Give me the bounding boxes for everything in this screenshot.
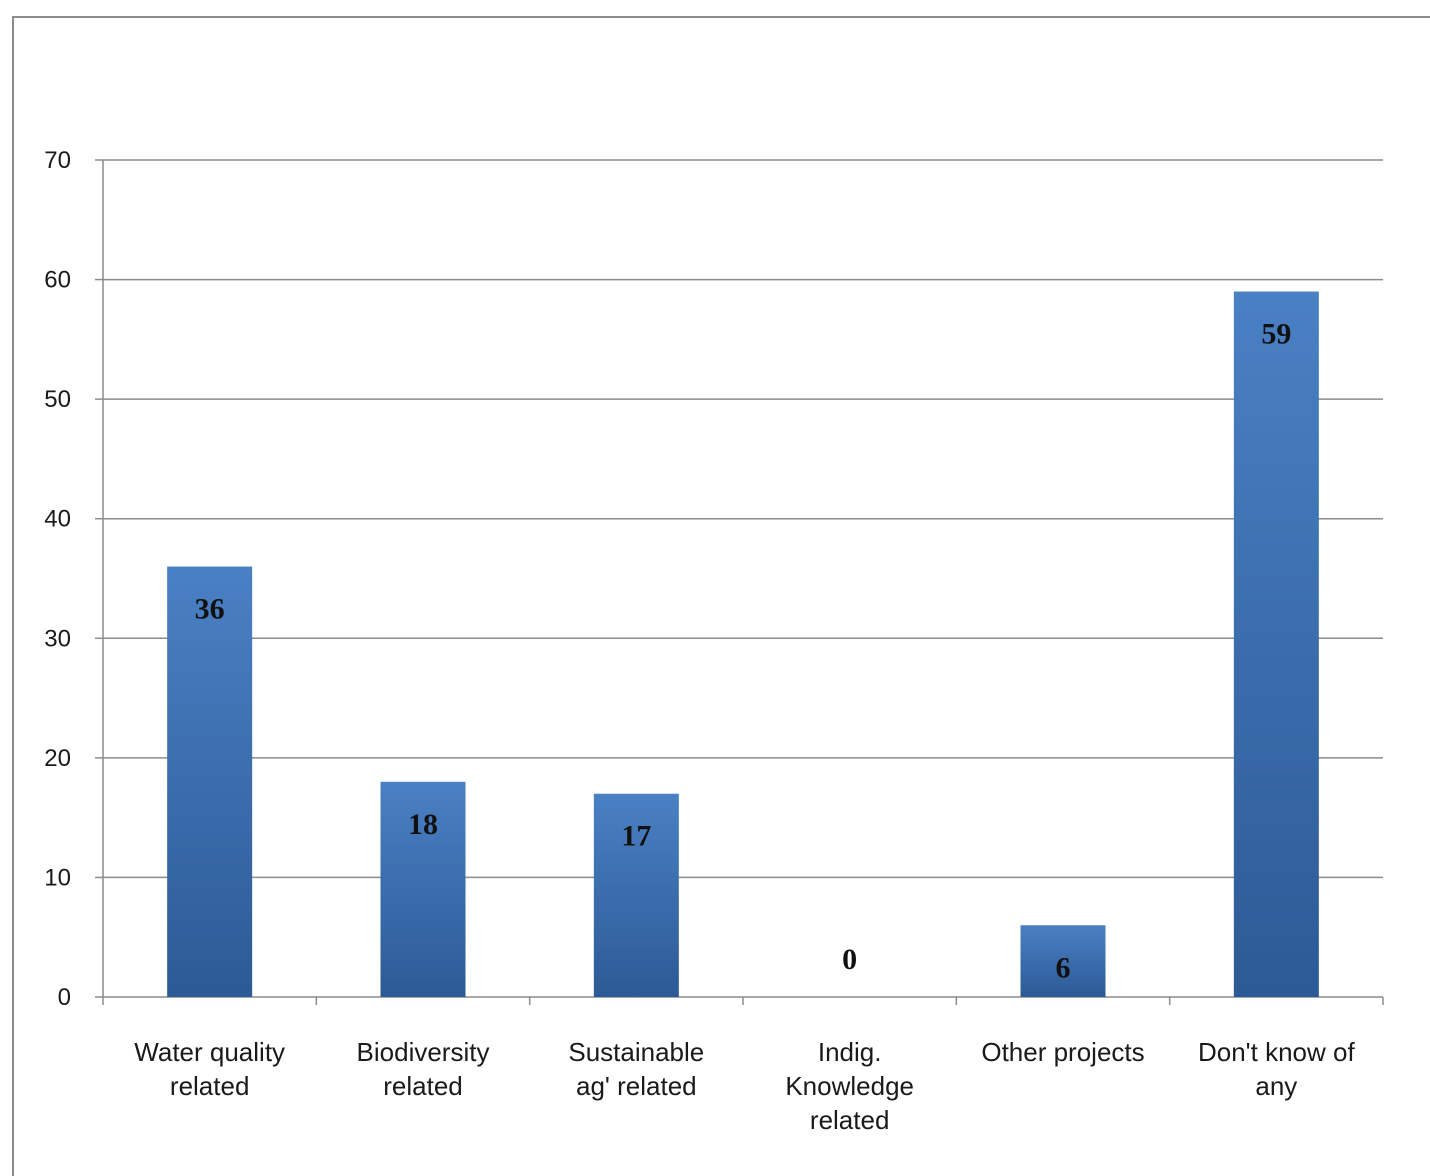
bar — [593, 793, 679, 997]
y-tick-label: 60 — [44, 267, 71, 294]
gridlines — [103, 159, 1383, 879]
x-category-label: related — [383, 1071, 463, 1101]
y-tick-label: 70 — [44, 147, 71, 174]
x-category-label: Knowledge — [785, 1071, 914, 1101]
y-tick-label: 40 — [44, 506, 71, 533]
x-category-label: ag' related — [576, 1071, 697, 1101]
y-tick-label: 10 — [44, 864, 71, 891]
y-tick-label: 20 — [44, 745, 71, 772]
data-label: 17 — [621, 820, 651, 853]
bar — [1233, 291, 1319, 997]
y-tick-label: 30 — [44, 625, 71, 652]
x-category-label: Other projects — [981, 1037, 1144, 1067]
data-label: 59 — [1261, 318, 1291, 351]
data-label: 0 — [842, 943, 857, 976]
x-category-label: related — [170, 1071, 250, 1101]
y-tick-label: 0 — [58, 984, 71, 1011]
x-category-label: Indig. — [818, 1037, 882, 1067]
x-category-label: Don't know of — [1198, 1037, 1355, 1067]
bar — [1020, 925, 1106, 997]
x-category-label: related — [810, 1105, 890, 1135]
x-category-label: any — [1255, 1071, 1297, 1101]
x-category-label: Sustainable — [568, 1037, 704, 1067]
x-category-label: Biodiversity — [357, 1037, 490, 1067]
bar — [167, 566, 253, 997]
axes — [95, 159, 1384, 1005]
data-label: 36 — [195, 593, 225, 626]
bar — [380, 781, 466, 997]
data-label: 6 — [1056, 951, 1071, 984]
bars — [167, 291, 1319, 997]
x-category-label: Water quality — [134, 1037, 285, 1067]
data-label: 18 — [408, 808, 438, 841]
y-tick-label: 50 — [44, 386, 71, 413]
